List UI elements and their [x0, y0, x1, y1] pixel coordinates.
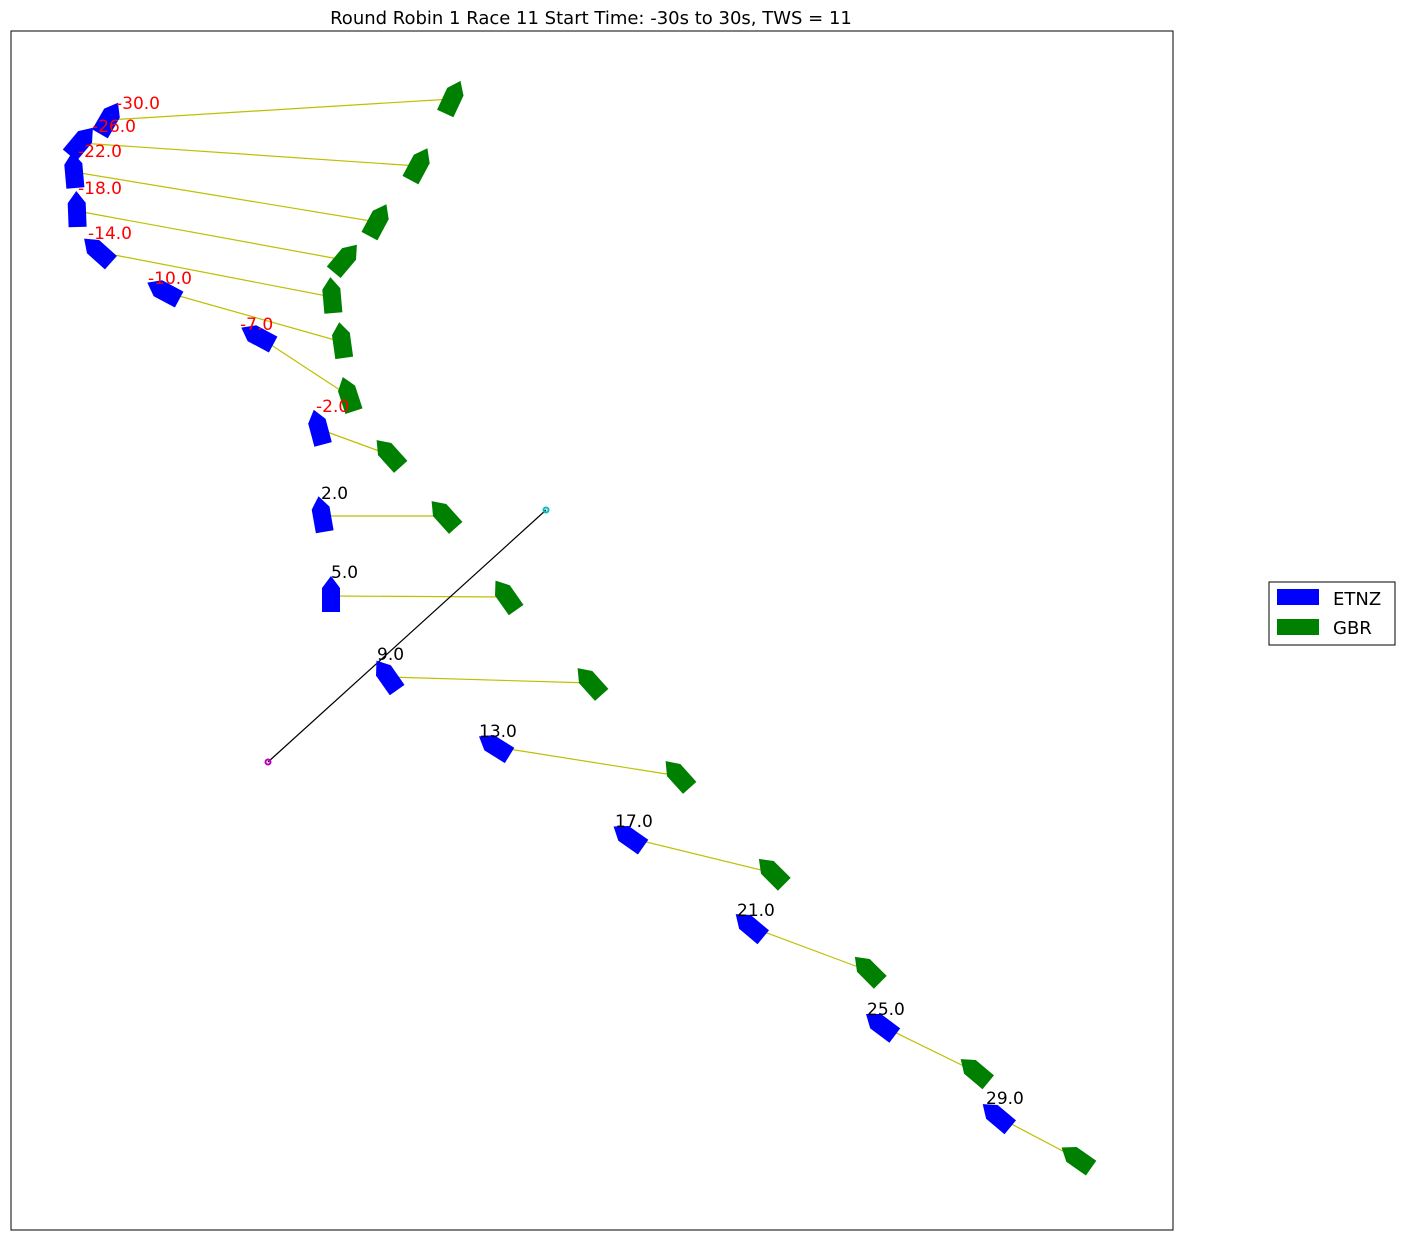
boat-etnz: [322, 576, 340, 612]
boat-etnz: [84, 238, 117, 270]
boat-etnz: [735, 914, 769, 945]
boat-gbr: [338, 377, 363, 414]
boat-gbr: [1061, 1147, 1097, 1176]
time-label: -26.0: [92, 117, 136, 137]
boat-gbr: [326, 244, 357, 278]
boat-etnz: [62, 127, 93, 161]
connector-line: [629, 837, 774, 874]
committee-end-mark: [542, 506, 550, 514]
time-label: -14.0: [88, 224, 132, 244]
connector-line: [164, 291, 343, 343]
boat-gbr: [495, 580, 524, 616]
connector-line: [330, 595, 508, 598]
boat-etnz: [311, 496, 334, 534]
time-label: -7.0: [240, 315, 273, 335]
boat-layer: [62, 80, 1097, 1176]
time-label: 2.0: [321, 484, 348, 504]
time-label: -18.0: [78, 179, 122, 199]
time-label: 21.0: [737, 901, 775, 921]
connector-layer: [73, 98, 1079, 1160]
connector-line: [107, 98, 453, 121]
boat-gbr: [402, 148, 430, 185]
connector-line: [98, 251, 333, 298]
boat-etnz: [613, 826, 649, 855]
legend-label-gbr: GBR: [1333, 618, 1372, 639]
boat-gbr: [376, 440, 408, 473]
connector-line: [79, 142, 419, 167]
start-line: [267, 509, 547, 763]
plot-area: [10, 30, 1174, 1231]
connector-line: [76, 210, 345, 261]
time-label: -30.0: [116, 94, 160, 114]
boat-gbr: [332, 322, 354, 360]
boat-etnz: [866, 1014, 901, 1043]
boat-etnz: [64, 152, 85, 189]
boat-etnz: [479, 735, 515, 764]
boat-etnz: [308, 409, 332, 447]
time-label: 5.0: [331, 563, 358, 583]
boat-gbr: [960, 1059, 994, 1090]
time-label-layer: -30.0 -26.0 -22.0 -18.0 -14.0 -10.0 -7.0 -2.0 2.…: [78, 94, 1024, 1109]
connector-line: [495, 746, 680, 777]
boat-gbr: [854, 956, 887, 989]
boat-gbr: [322, 277, 343, 314]
time-label: 13.0: [479, 722, 517, 742]
time-label: 17.0: [615, 812, 653, 832]
boat-etnz: [67, 191, 87, 228]
legend: ETNZ GBR: [1268, 581, 1396, 646]
boat-gbr: [437, 80, 464, 118]
boat-gbr: [758, 858, 791, 891]
chart-title: Round Robin 1 Race 11 Start Time: -30s t…: [330, 8, 852, 29]
connector-line: [387, 676, 592, 684]
connector-line: [73, 171, 378, 223]
pin-end-mark: [264, 758, 272, 766]
legend-label-etnz: ETNZ: [1333, 589, 1381, 610]
boat-gbr: [361, 204, 389, 241]
connector-line: [750, 926, 870, 972]
time-label: 9.0: [377, 645, 404, 665]
time-label: -10.0: [148, 269, 192, 289]
legend-swatch-etnz: [1277, 589, 1319, 605]
boat-etnz: [376, 660, 405, 696]
boat-etnz: [147, 280, 184, 308]
boat-gbr: [665, 761, 697, 794]
boat-etnz: [241, 325, 278, 353]
boat-gbr: [577, 668, 609, 701]
start-line-layer: [264, 506, 550, 766]
legend-swatch-gbr: [1277, 619, 1319, 635]
time-label: 29.0: [986, 1089, 1024, 1109]
time-label: 25.0: [867, 1000, 905, 1020]
time-label: -2.0: [316, 397, 349, 417]
connector-line: [258, 336, 350, 397]
boat-etnz: [982, 1104, 1016, 1135]
time-label: -22.0: [78, 142, 122, 162]
boat-gbr: [431, 501, 463, 534]
connector-line: [881, 1025, 977, 1073]
boat-etnz: [92, 102, 120, 139]
